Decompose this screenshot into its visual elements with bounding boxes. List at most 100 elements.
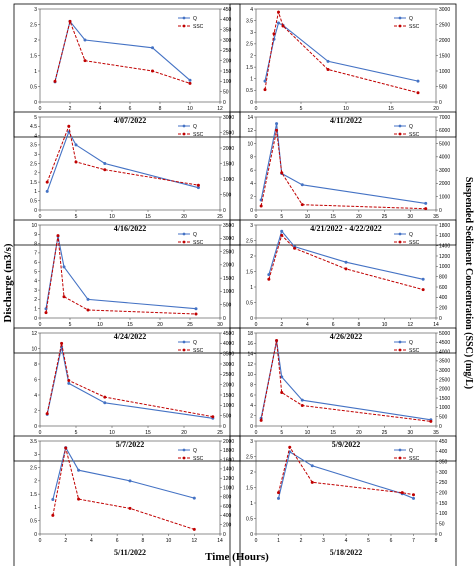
x-tick-label: 7 — [412, 538, 415, 544]
panel-date-title: 4/21/2022 - 4/22/2022 — [310, 224, 382, 233]
y2-tick-label: 3000 — [223, 115, 234, 121]
y-tick-label: 0 — [34, 532, 37, 538]
y-tick-label: 1 — [250, 285, 253, 291]
x-tick-label: 10 — [305, 430, 311, 436]
data-point-ssc — [259, 204, 263, 208]
y2-tick-label: 1000 — [223, 289, 234, 295]
y-tick-label: 2 — [34, 408, 37, 414]
y2-tick-label: 400 — [223, 17, 232, 23]
data-point-ssc — [263, 88, 267, 92]
y-tick-label: 4 — [34, 133, 37, 139]
data-point-q — [74, 143, 78, 147]
y2-tick-label: 3000 — [223, 236, 234, 242]
x-tick-label: 8 — [357, 322, 360, 328]
legend-marker-ssc — [398, 456, 402, 460]
y-tick-label: 5 — [34, 115, 37, 121]
legend-label-ssc: SSC — [409, 240, 420, 246]
x-tick-label: 2 — [300, 538, 303, 544]
data-point-ssc — [400, 491, 404, 495]
y2-tick-label: 3000 — [223, 362, 234, 368]
data-point-ssc — [51, 513, 55, 517]
y-tick-label: 0 — [34, 100, 37, 106]
y-tick-label: 2 — [250, 413, 253, 419]
data-point-ssc — [45, 412, 49, 416]
y-tick-label: 0 — [250, 100, 253, 106]
x-tick-label: 5 — [75, 214, 78, 220]
data-point-q — [412, 496, 415, 500]
series-line-ssc — [264, 10, 419, 94]
y-tick-label: 3 — [34, 288, 37, 294]
y-tick-label: 3 — [34, 452, 37, 458]
data-point-q — [194, 307, 198, 311]
legend-marker-ssc — [398, 24, 402, 28]
chart-panel: 0123456789100500100015002000250030003500… — [13, 219, 241, 354]
x-tick-label: 0 — [255, 214, 258, 220]
data-point-q — [151, 46, 154, 50]
y-tick-label: 16 — [247, 341, 253, 347]
y-tick-label: 1.5 — [30, 492, 37, 498]
y-tick-label: 4.5 — [30, 124, 37, 130]
y-tick-label: 1.5 — [30, 53, 37, 59]
y-tick-label: 10 — [31, 223, 37, 229]
series-line-ssc — [52, 447, 195, 530]
panel-date-title: 4/11/2022 — [330, 116, 362, 125]
y2-tick-label: 2500 — [439, 377, 450, 383]
legend-label-q: Q — [409, 232, 413, 238]
data-point-q — [275, 122, 279, 126]
x-tick-label: 15 — [145, 214, 151, 220]
data-point-ssc — [300, 203, 304, 207]
x-tick-label: 30 — [217, 322, 223, 328]
data-point-q — [280, 375, 284, 379]
y-tick-label: 3 — [34, 152, 37, 158]
data-point-ssc — [64, 446, 68, 450]
panel-frame — [229, 111, 457, 246]
y2-tick-label: 350 — [439, 459, 448, 465]
y2-tick-label: 200 — [223, 58, 232, 64]
y2-tick-label: 3500 — [439, 359, 450, 365]
y2-tick-label: 1800 — [439, 223, 450, 229]
data-point-ssc — [62, 295, 66, 299]
data-point-ssc — [196, 183, 200, 187]
chart-panel: 0 2 4 6 8 10 12 14 16 18 0 500 1000 1500 2000 2500 3000 3… — [229, 327, 457, 462]
y-tick-label: 14 — [247, 115, 253, 121]
x-tick-label: 0 — [39, 430, 42, 436]
y-tick-label: 1.5 — [246, 269, 253, 275]
y2-tick-label: 0 — [439, 208, 442, 214]
data-point-q — [86, 297, 90, 301]
x-tick-label: 6 — [129, 106, 132, 112]
y2-tick-label: 6000 — [439, 128, 450, 134]
y-tick-label: 1.5 — [246, 485, 253, 491]
x-tick-label: 30 — [408, 214, 414, 220]
legend-label-ssc: SSC — [409, 24, 420, 30]
data-point-q — [67, 381, 71, 385]
chart-panel: 00.511.522.533.544.550500100015002000250… — [13, 111, 241, 246]
y2-tick-label: 50 — [439, 521, 445, 527]
x-tick-label: 0 — [39, 538, 42, 544]
data-point-ssc — [293, 246, 297, 250]
panel-frame — [13, 3, 241, 138]
x-tick-label: 0 — [255, 322, 258, 328]
data-point-q — [103, 401, 107, 405]
y-tick-label: 3 — [34, 7, 37, 13]
x-tick-label: 5 — [69, 322, 72, 328]
data-point-q — [188, 78, 192, 82]
y-tick-label: 4 — [34, 279, 37, 285]
x-tick-label: 0 — [255, 430, 258, 436]
data-point-ssc — [280, 233, 284, 237]
data-point-ssc — [67, 124, 71, 128]
panel-frame — [229, 435, 457, 566]
x-tick-label: 0 — [39, 214, 42, 220]
x-tick-label: 15 — [127, 322, 133, 328]
chart-panel: 00.511.522.53050100150200250300350400450… — [229, 435, 457, 566]
panel-frame — [13, 111, 241, 246]
data-point-ssc — [44, 311, 48, 315]
y2-tick-label: 0 — [223, 316, 226, 322]
data-point-ssc — [45, 180, 49, 184]
data-point-ssc — [421, 288, 425, 292]
data-point-ssc — [60, 341, 64, 345]
x-tick-label: 25 — [217, 214, 223, 220]
y2-tick-label: 400 — [223, 513, 232, 519]
panel-frame — [13, 435, 241, 566]
y-tick-label: 2.5 — [30, 161, 37, 167]
